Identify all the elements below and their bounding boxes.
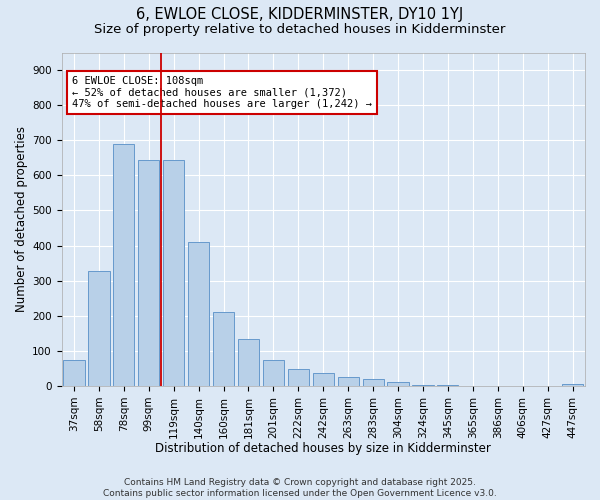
Bar xyxy=(437,384,458,386)
Bar xyxy=(238,338,259,386)
Bar xyxy=(338,377,359,386)
Bar xyxy=(163,160,184,386)
Bar xyxy=(313,373,334,386)
Bar xyxy=(362,379,384,386)
Text: 6 EWLOE CLOSE: 108sqm
← 52% of detached houses are smaller (1,372)
47% of semi-d: 6 EWLOE CLOSE: 108sqm ← 52% of detached … xyxy=(72,76,372,109)
Text: Contains HM Land Registry data © Crown copyright and database right 2025.
Contai: Contains HM Land Registry data © Crown c… xyxy=(103,478,497,498)
Bar xyxy=(138,160,160,386)
Y-axis label: Number of detached properties: Number of detached properties xyxy=(15,126,28,312)
Bar xyxy=(113,144,134,386)
Bar xyxy=(188,242,209,386)
Bar xyxy=(64,360,85,386)
Bar xyxy=(562,384,583,386)
Bar xyxy=(263,360,284,386)
Bar xyxy=(288,369,309,386)
X-axis label: Distribution of detached houses by size in Kidderminster: Distribution of detached houses by size … xyxy=(155,442,491,455)
Bar xyxy=(213,312,234,386)
Bar xyxy=(388,382,409,386)
Bar xyxy=(88,271,110,386)
Bar xyxy=(412,384,434,386)
Text: Size of property relative to detached houses in Kidderminster: Size of property relative to detached ho… xyxy=(94,22,506,36)
Text: 6, EWLOE CLOSE, KIDDERMINSTER, DY10 1YJ: 6, EWLOE CLOSE, KIDDERMINSTER, DY10 1YJ xyxy=(136,8,464,22)
